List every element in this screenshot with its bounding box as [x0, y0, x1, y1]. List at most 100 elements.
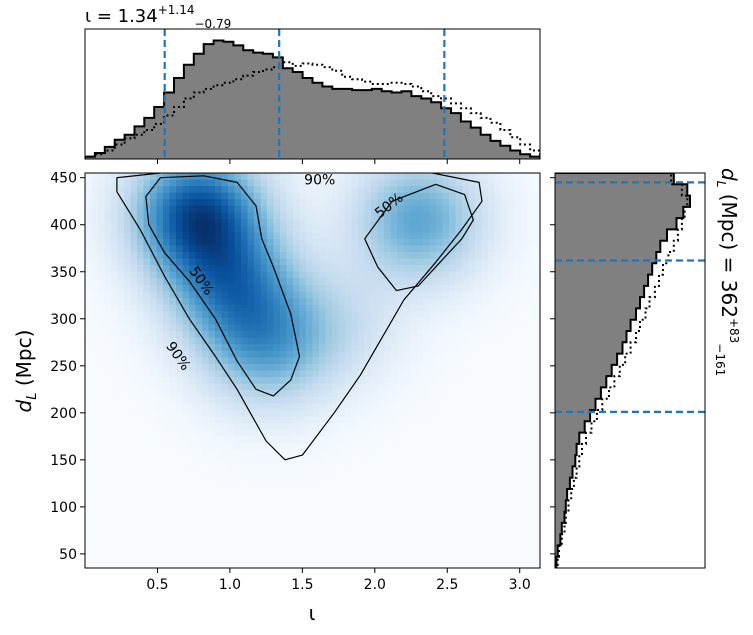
heatmap-cell — [293, 219, 301, 227]
heatmap-cell — [436, 429, 444, 437]
heatmap-cell — [364, 469, 372, 477]
heatmap-cell — [319, 311, 327, 319]
heatmap-cell — [520, 449, 528, 457]
heatmap-cell — [403, 548, 411, 556]
heatmap-cell — [429, 245, 437, 253]
heatmap-cell — [501, 377, 509, 385]
heatmap-cell — [410, 324, 418, 332]
heatmap-cell — [442, 561, 450, 568]
heatmap-cell — [468, 298, 476, 306]
heatmap-cell — [91, 219, 99, 227]
heatmap-cell — [208, 173, 216, 181]
heatmap-cell — [117, 337, 125, 345]
heatmap-cell — [273, 238, 281, 247]
heatmap-cell — [98, 298, 106, 306]
y-tick-label: 100 — [50, 500, 77, 516]
heatmap-cell — [202, 456, 210, 464]
heatmap-cell — [267, 186, 275, 194]
heatmap-cell — [403, 192, 411, 200]
heatmap-cell — [390, 238, 398, 247]
heatmap-cell — [449, 554, 457, 563]
heatmap-cell — [527, 199, 535, 207]
heatmap-cell — [384, 535, 392, 543]
heatmap-cell — [98, 423, 106, 431]
heatmap-cell — [377, 515, 385, 523]
heatmap-cell — [423, 515, 431, 523]
heatmap-cell — [312, 390, 320, 398]
heatmap-cell — [436, 449, 444, 457]
heatmap-cell — [111, 508, 119, 516]
heatmap-cell — [98, 284, 106, 293]
heatmap-cell — [351, 278, 359, 286]
heatmap-cell — [280, 219, 288, 227]
heatmap-cell — [384, 561, 392, 568]
heatmap-cell — [228, 291, 236, 299]
heatmap-cell — [228, 357, 236, 365]
heatmap-cell — [202, 284, 210, 293]
heatmap-cell — [377, 535, 385, 543]
heatmap-cell — [195, 271, 203, 279]
heatmap-cell — [371, 245, 379, 253]
heatmap-cell — [260, 291, 268, 299]
heatmap-cell — [377, 383, 385, 391]
heatmap-cell — [189, 245, 197, 253]
heatmap-cell — [104, 554, 112, 563]
heatmap-cell — [241, 350, 249, 358]
heatmap-cell — [267, 423, 275, 431]
y-tick-label: 350 — [50, 265, 77, 281]
heatmap-cell — [468, 324, 476, 332]
heatmap-cell — [156, 284, 164, 293]
heatmap-cell — [371, 298, 379, 306]
heatmap-cell — [228, 528, 236, 536]
heatmap-cell — [449, 258, 457, 266]
heatmap-cell — [351, 554, 359, 563]
heatmap-cell — [299, 219, 307, 227]
heatmap-cell — [91, 442, 99, 451]
heatmap-cell — [325, 252, 333, 260]
heatmap-cell — [208, 212, 216, 220]
x-tick-label: 3.0 — [509, 577, 531, 593]
heatmap-cell — [124, 469, 132, 477]
heatmap-cell — [156, 370, 164, 378]
heatmap-cell — [241, 475, 249, 484]
heatmap-cell — [332, 298, 340, 306]
heatmap-cell — [267, 357, 275, 365]
heatmap-cell — [403, 350, 411, 358]
heatmap-cell — [429, 403, 437, 411]
heatmap-cell — [377, 456, 385, 464]
heatmap-cell — [195, 337, 203, 345]
heatmap-cell — [468, 377, 476, 385]
heatmap-cell — [247, 311, 255, 319]
heatmap-cell — [280, 508, 288, 516]
heatmap-cell — [254, 298, 262, 306]
heatmap-cell — [286, 219, 294, 227]
heatmap-cell — [130, 271, 138, 279]
heatmap-cell — [91, 502, 99, 510]
heatmap-cell — [384, 298, 392, 306]
heatmap-cell — [475, 245, 483, 253]
heatmap-cell — [507, 232, 515, 240]
heatmap-cell — [111, 363, 119, 372]
heatmap-cell — [91, 554, 99, 563]
heatmap-cell — [286, 561, 294, 568]
heatmap-cell — [423, 173, 431, 181]
heatmap-cell — [390, 291, 398, 299]
heatmap-cell — [325, 324, 333, 332]
heatmap-cell — [169, 383, 177, 391]
heatmap-cell — [520, 350, 528, 358]
heatmap-cell — [507, 377, 515, 385]
heatmap-cell — [85, 449, 93, 457]
heatmap-cell — [501, 535, 509, 543]
heatmap-cell — [306, 298, 314, 306]
heatmap-cell — [358, 225, 366, 233]
heatmap-cell — [429, 265, 437, 273]
heatmap-cell — [267, 482, 275, 490]
heatmap-cell — [416, 238, 424, 247]
heatmap-cell — [111, 521, 119, 530]
heatmap-cell — [514, 284, 522, 293]
heatmap-cell — [338, 370, 346, 378]
heatmap-cell — [390, 442, 398, 451]
heatmap-cell — [117, 199, 125, 207]
heatmap-cell — [364, 205, 372, 214]
heatmap-cell — [520, 304, 528, 312]
